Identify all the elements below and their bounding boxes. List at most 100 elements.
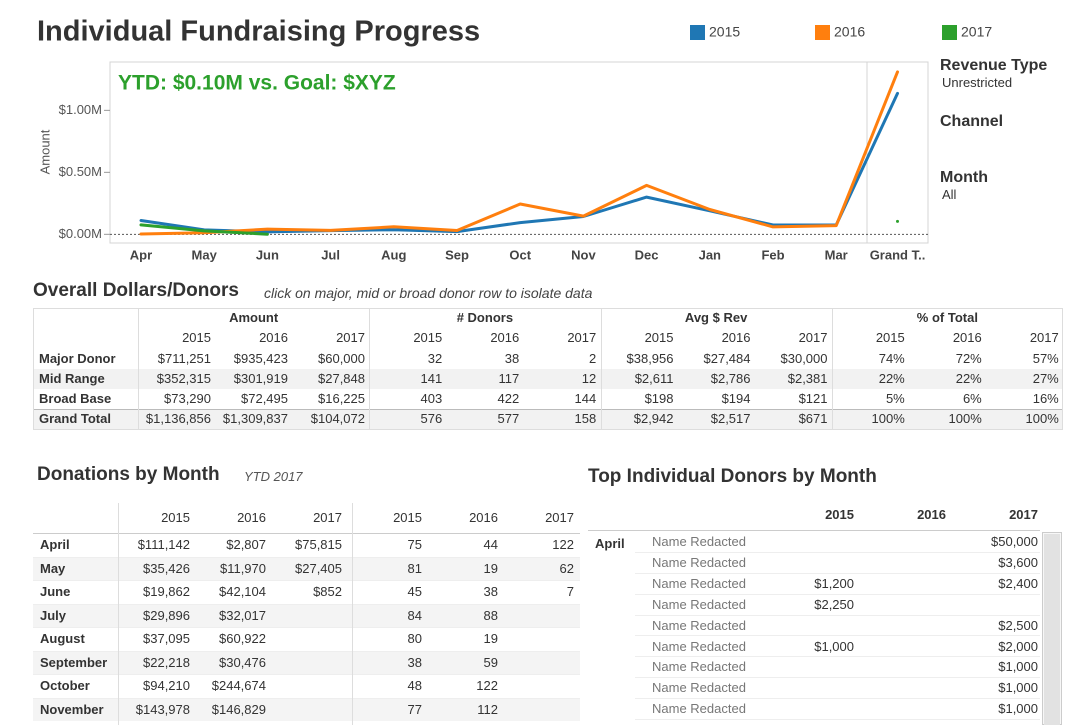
- table-cell: 112: [477, 701, 498, 717]
- table-cell: 422: [497, 391, 520, 406]
- table-cell: $94,210: [143, 678, 190, 693]
- column-separator: [369, 308, 371, 430]
- scrollbar-thumb[interactable]: [1044, 534, 1060, 725]
- legend-label: 2017: [961, 24, 992, 40]
- x-tick-label: Sep: [445, 247, 469, 262]
- y-axis-label: Amount: [37, 129, 52, 174]
- row-label: April: [595, 536, 625, 551]
- filter-value[interactable]: Unrestricted: [942, 75, 1013, 90]
- table-row: [33, 580, 580, 604]
- y-tick-label: $0.50M: [59, 164, 102, 179]
- table-cell: $1,200: [814, 575, 854, 591]
- row-label: October: [40, 678, 90, 693]
- table-cell: $75,815: [295, 537, 342, 552]
- table-cell: $2,400: [998, 575, 1038, 591]
- column-header: 2016: [721, 330, 751, 345]
- column-group-header: % of Total: [916, 310, 978, 325]
- table-row: [33, 627, 580, 651]
- table-cell: 32: [427, 351, 443, 366]
- x-tick-label: Jan: [699, 247, 721, 262]
- table-cell: $935,423: [233, 351, 288, 366]
- table-cell: $1,000: [998, 701, 1038, 717]
- table-cell: $671: [798, 411, 828, 426]
- column-header: 2015: [875, 330, 905, 345]
- column-header: 2015: [413, 330, 443, 345]
- section-title: Overall Dollars/Donors: [33, 280, 239, 301]
- x-tick-label: Aug: [381, 247, 406, 262]
- table-cell: 84: [407, 607, 422, 623]
- column-header: 2015: [644, 330, 674, 345]
- legend-swatch: [815, 25, 830, 40]
- x-tick-label: Nov: [571, 247, 596, 262]
- table-cell: 88: [483, 607, 498, 623]
- row-label: June: [40, 584, 71, 599]
- table-row: [635, 699, 1040, 721]
- table-cell: 62: [559, 560, 574, 576]
- x-tick-label: Oct: [509, 247, 531, 262]
- table-cell: $121: [798, 391, 828, 406]
- column-header: 2017: [798, 330, 828, 345]
- column-group-header: Avg $ Rev: [684, 310, 748, 325]
- donor-name: Name Redacted: [652, 638, 746, 654]
- donor-name: Name Redacted: [652, 659, 746, 675]
- row-label: Grand Total: [39, 411, 111, 426]
- row-label[interactable]: Mid Range: [39, 371, 105, 386]
- column-header: 2015: [182, 330, 211, 345]
- row-label: July: [40, 607, 67, 623]
- row-label: September: [40, 654, 108, 670]
- table-cell: $1,000: [998, 659, 1038, 675]
- table-cell: 38: [504, 351, 520, 366]
- table-row: [33, 697, 580, 721]
- filter-label[interactable]: Revenue Type: [940, 57, 1048, 74]
- table-cell: $2,500: [998, 617, 1038, 633]
- table-cell: 80: [407, 631, 422, 646]
- donor-name: Name Redacted: [652, 554, 746, 570]
- column-separator: [600, 308, 602, 430]
- header-rule: [33, 533, 580, 534]
- series-line: [139, 70, 899, 236]
- column-header: 2017: [567, 330, 597, 345]
- table-cell: $42,104: [219, 584, 266, 599]
- line-chart: Individual Fundraising Progress YTD: $0.…: [37, 16, 992, 263]
- column-header: 2015: [161, 510, 190, 525]
- table-row[interactable]: [34, 369, 1062, 389]
- table-row: [635, 574, 1040, 595]
- table-cell: 576: [420, 411, 443, 426]
- filter-label[interactable]: Channel: [940, 113, 1004, 130]
- table-cell: 100%: [871, 411, 905, 426]
- donor-name: Name Redacted: [652, 596, 746, 612]
- table-cell: 45: [407, 584, 422, 599]
- table-cell: $35,426: [143, 560, 190, 576]
- column-header: 2017: [1009, 507, 1038, 522]
- table-cell: 74%: [878, 351, 905, 366]
- donor-name: Name Redacted: [652, 617, 746, 633]
- table-cell: $2,381: [787, 371, 828, 386]
- table-cell: $32,017: [219, 607, 266, 623]
- x-tick-label: May: [192, 247, 218, 262]
- x-tick-label: Jun: [256, 247, 279, 262]
- column-header: 2016: [490, 330, 520, 345]
- filter-value[interactable]: All: [942, 187, 957, 202]
- row-label: May: [40, 560, 66, 576]
- plot-frame: [109, 61, 929, 244]
- table-row: [33, 674, 580, 698]
- table-row: [635, 678, 1040, 700]
- series-line: [139, 219, 899, 236]
- table-cell: $301,919: [233, 371, 288, 386]
- legend-swatch: [690, 25, 705, 40]
- row-label[interactable]: Broad Base: [39, 391, 112, 406]
- table-cell: 100%: [1025, 411, 1059, 426]
- table-cell: $352,315: [156, 371, 211, 386]
- header-rule: [588, 530, 1040, 531]
- column-header: 2016: [952, 330, 982, 345]
- table-cell: $143,978: [135, 701, 190, 717]
- legend-label: 2015: [709, 24, 740, 40]
- table-cell: 77: [407, 701, 422, 717]
- row-label[interactable]: Major Donor: [39, 351, 116, 366]
- table-cell: $29,896: [143, 607, 190, 623]
- section-subtitle: click on major, mid or broad donor row t…: [264, 285, 593, 301]
- filter-label[interactable]: Month: [940, 169, 988, 186]
- donor-name: Name Redacted: [652, 701, 746, 717]
- table-cell: 38: [407, 654, 422, 670]
